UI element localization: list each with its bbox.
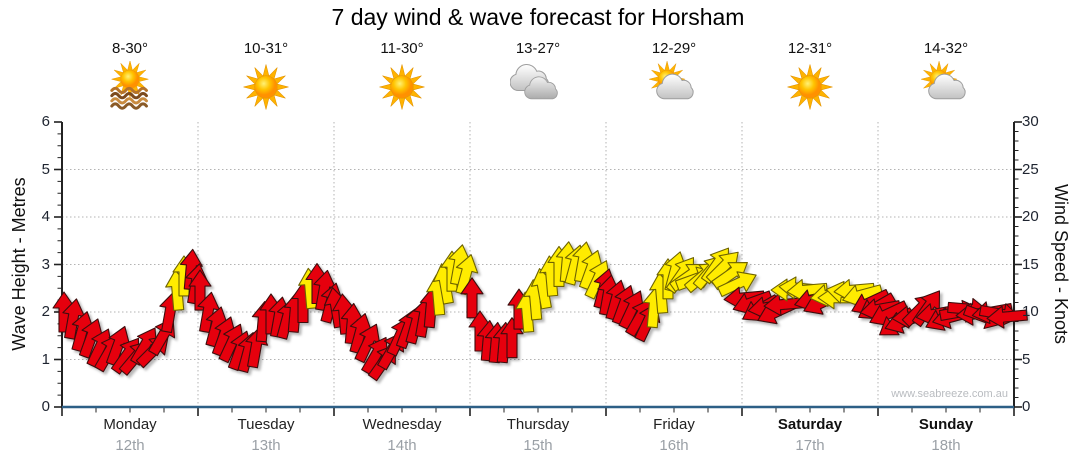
wind-arrow-series: [52, 241, 1028, 382]
day-forecast-header: 12-31°: [742, 40, 878, 120]
wind-speed-tick-label: 30: [1022, 113, 1039, 130]
chart-title: 7 day wind & wave forecast for Horsham: [331, 4, 745, 30]
x-axis-day-label: Sunday 18th: [878, 416, 1014, 454]
day-forecast-header: 8-30°: [62, 40, 198, 120]
day-temperature-range: 11-30°: [380, 40, 424, 57]
day-forecast-header: 11-30°: [334, 40, 470, 120]
day-date: 17th: [795, 437, 825, 454]
weather-icon-partly-cloudy: [920, 61, 966, 100]
day-temperature-range: 8-30°: [111, 40, 149, 57]
x-axis-day-label: Thursday 15th: [470, 416, 606, 454]
weather-icon-cloudy: [510, 64, 558, 100]
day-date: 13th: [251, 437, 281, 454]
x-axis-day-label: Tuesday 13th: [198, 416, 334, 454]
day-date: 14th: [387, 437, 417, 454]
wind-arrow: [717, 271, 757, 298]
x-axis-day-label: Wednesday 14th: [334, 416, 470, 454]
day-temperature-range: 12-29°: [651, 40, 697, 57]
wind-speed-tick-label: 15: [1022, 255, 1039, 273]
day-name: Saturday: [777, 416, 843, 433]
weather-icon-sunny: [787, 64, 833, 110]
x-axis-day-label: Monday 12th: [62, 416, 198, 454]
day-temperature-range: 12-31°: [787, 40, 833, 57]
day-name: Friday: [653, 416, 695, 433]
weather-icon-sunny: [243, 64, 289, 110]
day-forecast-header: 12-29°: [606, 40, 742, 120]
wind-speed-tick-label: 25: [1022, 160, 1039, 178]
day-date: 15th: [523, 437, 553, 454]
day-forecast-header: 14-32°: [878, 40, 1014, 120]
wave-height-tick-label: 0: [41, 398, 50, 415]
day-temperature-range: 10-31°: [243, 40, 289, 57]
wind-speed-tick-label: 20: [1022, 208, 1039, 225]
day-name: Monday: [103, 416, 157, 433]
wind-arrow: [460, 277, 484, 319]
day-date: 12th: [115, 437, 145, 454]
wave-height-tick-label: 3: [41, 255, 50, 273]
wave-height-tick-label: 6: [41, 113, 50, 130]
wave-height-tick-label: 5: [41, 160, 50, 178]
wave-height-tick-label: 4: [41, 208, 50, 225]
wind-speed-tick-label: 5: [1022, 350, 1031, 368]
x-axis-day-label: Saturday 17th: [742, 416, 878, 454]
day-date: 16th: [659, 437, 689, 454]
weather-icon-partly-cloudy: [648, 61, 694, 100]
wind-arrow: [188, 269, 212, 311]
wind-arrow: [986, 305, 1028, 329]
day-forecast-header: 10-31°: [198, 40, 334, 120]
day-name: Tuesday: [237, 416, 295, 433]
wave-height-tick-label: 1: [41, 350, 50, 368]
day-name: Wednesday: [362, 416, 442, 433]
weather-icon-sun-haze: [110, 61, 149, 110]
day-date: 18th: [931, 437, 961, 454]
watermark-url: www.seabreeze.com.au: [891, 388, 1008, 400]
weather-icon-sunny: [379, 64, 425, 110]
day-forecast-header: 13-27°: [470, 40, 606, 120]
wind-speed-tick-label: 10: [1022, 303, 1039, 320]
x-axis-day-label: Friday 16th: [606, 416, 742, 454]
wind-speed-tick-label: 0: [1022, 398, 1031, 415]
day-name: Thursday: [506, 416, 570, 433]
day-temperature-range: 14-32°: [923, 40, 969, 57]
wave-height-tick-label: 2: [41, 303, 50, 320]
day-temperature-range: 13-27°: [515, 40, 561, 57]
day-name: Sunday: [918, 416, 974, 433]
wind-arrow: [179, 248, 203, 291]
forecast-plot-area: [52, 121, 1028, 416]
